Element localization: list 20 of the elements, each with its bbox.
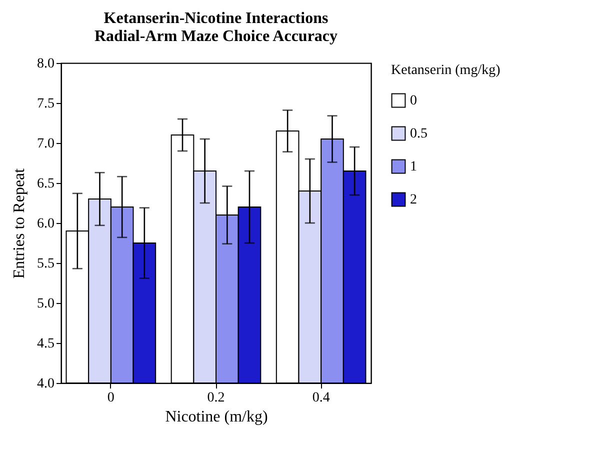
legend-label: 2 [410, 192, 417, 208]
x-tick-label: 0.4 [312, 390, 330, 406]
y-tick-label: 7.0 [37, 136, 54, 152]
y-tick-label: 8.0 [37, 56, 54, 72]
legend-title: Ketanserin (mg/kg) [391, 63, 501, 78]
y-axis-title: Entries to Repeat [11, 168, 28, 279]
y-tick-label: 4.5 [37, 336, 54, 352]
x-axis-title: Nicotine (m/kg) [165, 408, 268, 426]
x-tick-label: 0.2 [207, 390, 225, 406]
legend-label: 1 [410, 160, 417, 174]
y-tick-label: 5.5 [37, 256, 54, 272]
y-tick-label: 6.0 [37, 216, 54, 232]
y-tick-label: 4.0 [37, 376, 54, 392]
y-tick-label: 7.5 [37, 96, 54, 112]
x-tick-label: 0 [107, 390, 114, 406]
y-tick-label: 6.5 [37, 176, 54, 192]
chart-title: Ketanserin-Nicotine Interactions Radial-Arm Maze Choice Accuracy [94, 10, 338, 45]
legend-label: 0.5 [410, 126, 428, 142]
y-tick-label: 5.0 [37, 296, 54, 312]
legend-label: 0 [410, 94, 417, 108]
